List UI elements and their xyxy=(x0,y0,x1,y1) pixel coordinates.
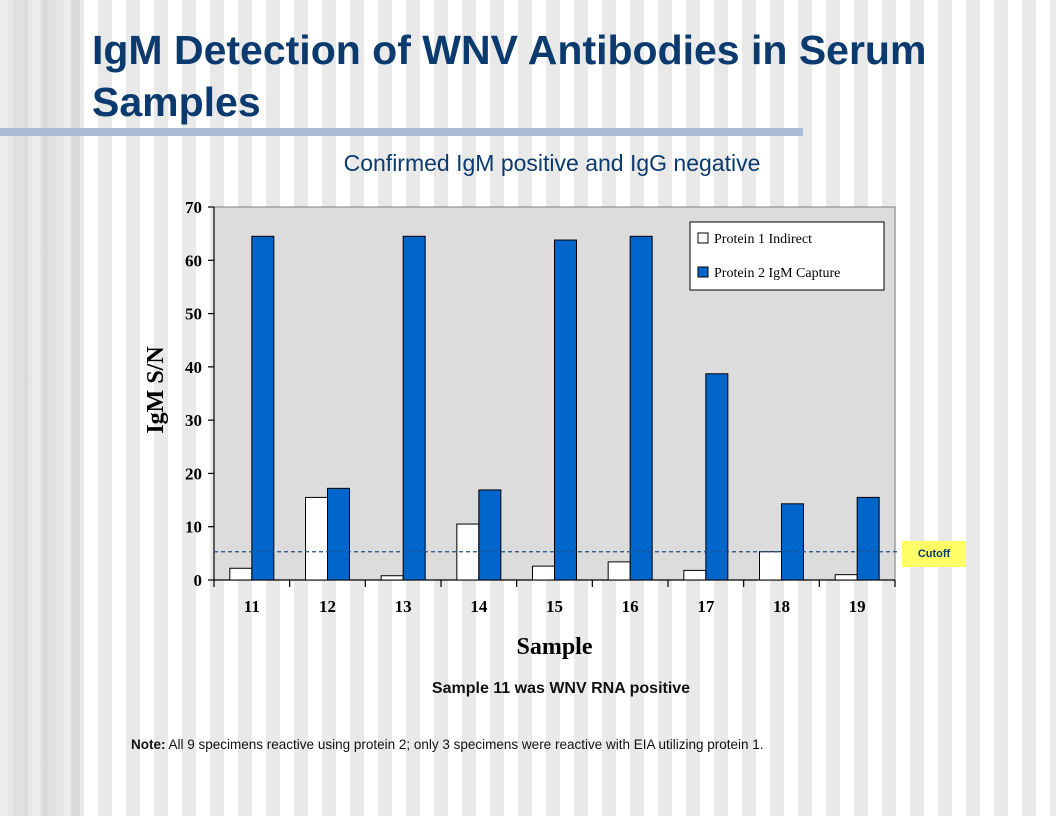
chart-subtitle: Confirmed IgM positive and IgG negative xyxy=(343,150,761,176)
y-tick-label: 70 xyxy=(185,198,202,217)
legend-swatch xyxy=(697,266,709,278)
x-tick-label: 12 xyxy=(319,597,336,616)
bar-protein-2 xyxy=(781,503,804,581)
bar-protein-2 xyxy=(629,235,653,581)
note-label: Note: xyxy=(131,737,166,752)
y-tick-label: 60 xyxy=(185,251,202,270)
y-tick-label: 40 xyxy=(185,358,202,377)
legend-swatch xyxy=(697,232,709,244)
y-tick-label: 20 xyxy=(185,464,202,483)
bar-protein-2 xyxy=(705,373,729,581)
footnote: Note: All 9 specimens reactive using pro… xyxy=(131,737,764,752)
bar-protein-2 xyxy=(478,489,502,581)
x-tick-label: 14 xyxy=(470,597,488,616)
cutoff-label: Cutoff xyxy=(902,541,966,567)
x-tick-label: 19 xyxy=(849,597,866,616)
caption: Sample 11 was WNV RNA positive xyxy=(431,680,691,697)
x-tick-label: 11 xyxy=(244,597,260,616)
legend-label: Protein 2 IgM Capture xyxy=(714,266,840,281)
bar-protein-1 xyxy=(607,561,631,581)
bar-protein-1 xyxy=(229,567,253,581)
bar-protein-2 xyxy=(402,235,426,581)
left-background-band xyxy=(0,0,80,816)
y-tick-label: 30 xyxy=(185,411,202,430)
y-axis-title: IgM S/N xyxy=(143,346,169,434)
bar-protein-2 xyxy=(251,235,275,581)
x-tick-label: 16 xyxy=(622,597,639,616)
bar-protein-2 xyxy=(327,487,350,581)
bar-protein-2 xyxy=(856,496,880,581)
bar-protein-1 xyxy=(759,551,782,581)
y-tick-label: 50 xyxy=(185,305,202,324)
x-axis-title: Sample xyxy=(516,634,592,660)
bar-protein-1 xyxy=(305,496,328,581)
bar-protein-1 xyxy=(532,565,555,581)
y-tick-label: 10 xyxy=(185,518,202,537)
bar-protein-1 xyxy=(380,575,404,581)
bar-protein-1 xyxy=(834,574,858,581)
legend-label: Protein 1 Indirect xyxy=(714,232,812,247)
x-tick-label: 18 xyxy=(773,597,790,616)
legend-box xyxy=(689,221,885,291)
x-tick-label: 13 xyxy=(395,597,412,616)
slide-title: IgM Detection of WNV Antibodies in Serum… xyxy=(92,27,927,125)
bar-protein-1 xyxy=(683,569,707,581)
note-text: All 9 specimens reactive using protein 2… xyxy=(165,737,764,752)
title-underline xyxy=(0,128,803,136)
bar-protein-2 xyxy=(554,239,577,581)
x-tick-label: 15 xyxy=(546,597,563,616)
x-tick-label: 17 xyxy=(697,597,715,616)
y-tick-label: 0 xyxy=(194,571,203,590)
